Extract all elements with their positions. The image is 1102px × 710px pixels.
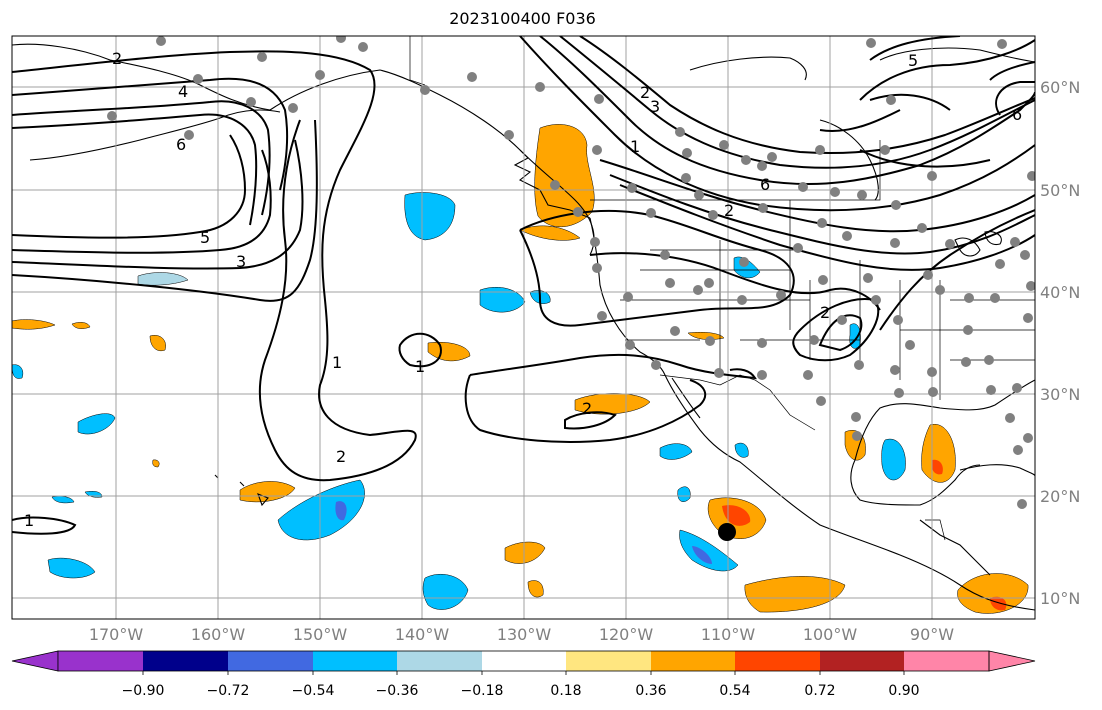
svg-text:10°N: 10°N [1040, 589, 1080, 608]
svg-text:2: 2 [640, 83, 650, 102]
svg-text:50°N: 50°N [1040, 181, 1080, 200]
svg-text:6: 6 [1012, 105, 1022, 124]
svg-text:2: 2 [582, 399, 592, 418]
svg-text:3: 3 [650, 97, 660, 116]
svg-text:1: 1 [415, 357, 425, 376]
svg-text:90°W: 90°W [910, 625, 954, 644]
svg-text:100°W: 100°W [803, 625, 858, 644]
svg-text:−0.36: −0.36 [376, 683, 419, 699]
svg-text:160°W: 160°W [191, 625, 246, 644]
svg-text:2: 2 [724, 201, 734, 220]
svg-text:1: 1 [24, 511, 34, 530]
graticule [12, 36, 1035, 619]
svg-text:−0.72: −0.72 [207, 683, 250, 699]
svg-text:4: 4 [178, 82, 188, 101]
svg-text:6: 6 [760, 175, 770, 194]
svg-text:2: 2 [336, 447, 346, 466]
colorbar: −0.90 −0.72 −0.54 −0.36 −0.18 0.18 0.36 … [11, 650, 1036, 699]
svg-text:−0.54: −0.54 [292, 683, 335, 699]
svg-text:−0.18: −0.18 [461, 683, 504, 699]
map-title: 2023100400 F036 [449, 9, 596, 28]
station-dots [107, 36, 1035, 509]
svg-text:0.90: 0.90 [888, 683, 919, 699]
svg-text:130°W: 130°W [497, 625, 552, 644]
svg-text:2: 2 [820, 303, 830, 322]
longitude-labels: 170°W 160°W 150°W 140°W 130°W 120°W 110°… [89, 625, 954, 644]
svg-text:30°N: 30°N [1040, 385, 1080, 404]
svg-text:1: 1 [630, 137, 640, 156]
svg-text:120°W: 120°W [599, 625, 654, 644]
latitude-labels: 60°N 50°N 40°N 30°N 20°N 10°N [1040, 78, 1080, 608]
map-frame [11, 35, 1036, 620]
svg-text:170°W: 170°W [89, 625, 144, 644]
svg-text:0.18: 0.18 [550, 683, 581, 699]
highlight-location-marker [718, 523, 736, 541]
contour-labels: 2 4 6 5 3 1 2 1 1 2 3 2 6 5 6 1 2 2 1 [24, 49, 1022, 530]
svg-text:−0.90: −0.90 [122, 683, 165, 699]
svg-text:0.54: 0.54 [719, 683, 750, 699]
svg-text:5: 5 [200, 228, 210, 247]
svg-text:60°N: 60°N [1040, 78, 1080, 97]
svg-text:2: 2 [112, 49, 122, 68]
svg-text:1: 1 [332, 353, 342, 372]
svg-text:20°N: 20°N [1040, 487, 1080, 506]
svg-text:0.36: 0.36 [635, 683, 666, 699]
svg-text:5: 5 [908, 51, 918, 70]
svg-text:140°W: 140°W [395, 625, 450, 644]
svg-text:0.72: 0.72 [804, 683, 835, 699]
svg-text:40°N: 40°N [1040, 283, 1080, 302]
svg-text:6: 6 [176, 135, 186, 154]
svg-text:3: 3 [236, 252, 246, 271]
svg-text:110°W: 110°W [701, 625, 756, 644]
anomaly-shading [12, 124, 1029, 614]
svg-text:150°W: 150°W [293, 625, 348, 644]
